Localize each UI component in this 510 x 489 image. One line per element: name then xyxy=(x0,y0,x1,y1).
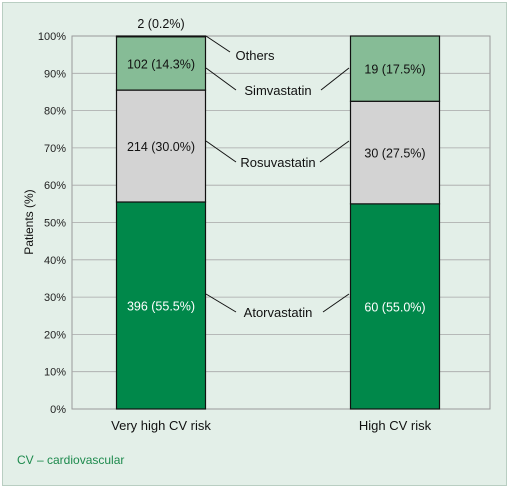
y-tick-label: 10% xyxy=(44,367,66,379)
bar-segment-simvastatin xyxy=(115,36,207,91)
y-axis-label: Patients (%) xyxy=(22,189,36,254)
legend-connector xyxy=(322,293,350,313)
x-category-label: Very high CV risk xyxy=(111,418,211,433)
data-label: 214 (30.0%) xyxy=(127,140,195,154)
bar-segment-simvastatin xyxy=(349,35,441,102)
legend-label-simvastatin: Simvastatin xyxy=(244,83,311,98)
legend-connector xyxy=(319,140,350,163)
legend-connector xyxy=(205,140,237,163)
legend-label-others: Others xyxy=(235,48,275,63)
legend-label-atorvastatin: Atorvastatin xyxy=(244,305,313,320)
x-category-label: High CV risk xyxy=(359,418,432,433)
y-tick-label: 30% xyxy=(44,292,66,304)
data-label: 102 (14.3%) xyxy=(127,57,195,71)
y-tick-label: 40% xyxy=(44,255,66,267)
legend-connector xyxy=(205,35,231,53)
data-label: 30 (27.5%) xyxy=(364,147,425,161)
data-label: 396 (55.5%) xyxy=(127,299,195,313)
data-label: 60 (55.0%) xyxy=(364,300,425,314)
y-tick-label: 60% xyxy=(44,180,66,192)
bar-segment-atorvastatin xyxy=(115,201,207,410)
legend-connector xyxy=(320,67,350,91)
y-tick-label: 80% xyxy=(44,106,66,118)
y-tick-label: 70% xyxy=(44,143,66,155)
y-tick-label: 100% xyxy=(38,31,66,43)
y-tick-label: 50% xyxy=(44,218,66,230)
footnote: CV – cardiovascular xyxy=(17,453,124,467)
bar-segment-others xyxy=(115,35,207,38)
data-label: 19 (17.5%) xyxy=(364,63,425,77)
legend-label-rosuvastatin: Rosuvastatin xyxy=(240,155,315,170)
y-tick-label: 0% xyxy=(50,404,66,416)
data-label: 2 (0.2%) xyxy=(137,17,184,31)
bar-segment-rosuvastatin xyxy=(115,89,207,203)
legend-connector xyxy=(205,293,237,313)
y-tick-label: 90% xyxy=(44,68,66,80)
bar-segment-atorvastatin xyxy=(349,203,441,410)
legend-connector xyxy=(205,67,237,91)
y-tick-label: 20% xyxy=(44,329,66,341)
